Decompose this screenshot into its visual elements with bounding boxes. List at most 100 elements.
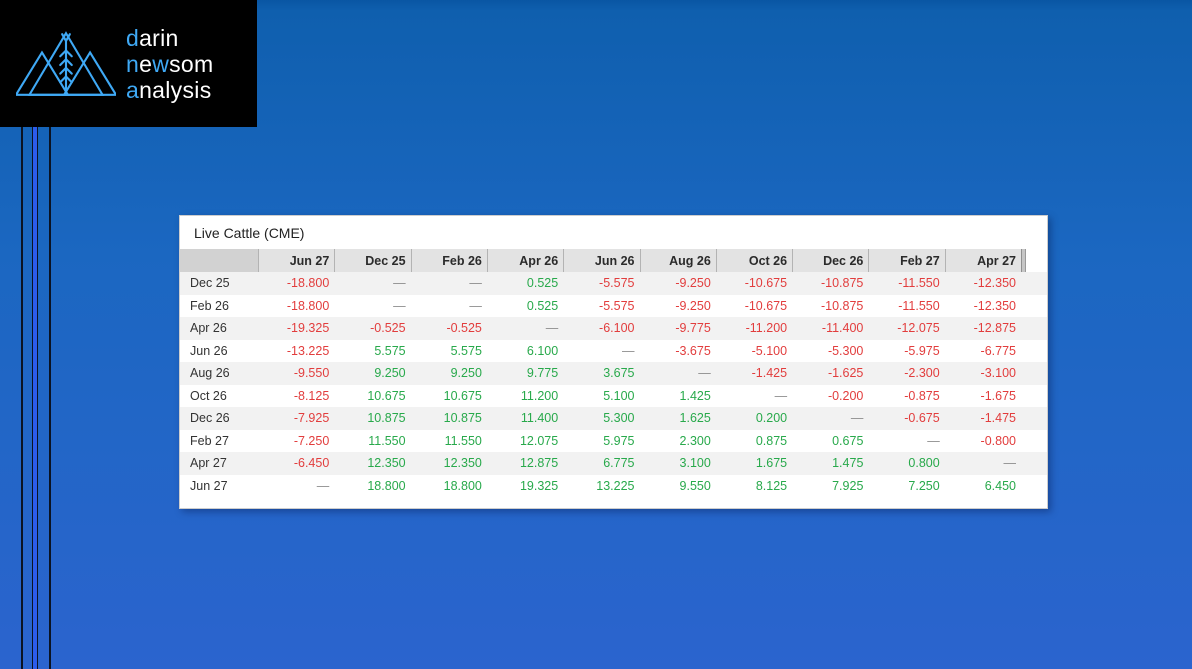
spread-value-cell[interactable]: -18.800: [286, 298, 330, 313]
row-label: Jun 27: [190, 478, 228, 493]
spread-value-cell[interactable]: 13.225: [596, 478, 635, 493]
spread-value-cell[interactable]: 12.875: [519, 456, 559, 471]
spread-value-cell[interactable]: -9.550: [293, 366, 330, 381]
row-filler: [1021, 317, 1047, 340]
spread-value-cell[interactable]: -5.100: [751, 343, 788, 358]
spread-value-cell[interactable]: 11.550: [368, 433, 406, 448]
spread-value-cell[interactable]: -7.925: [293, 411, 330, 426]
spread-value-cell[interactable]: -0.525: [446, 321, 482, 336]
spread-value-cell[interactable]: 5.975: [603, 433, 635, 448]
spread-value-cell[interactable]: -9.250: [675, 298, 711, 313]
spread-value-cell[interactable]: -9.775: [675, 321, 711, 336]
spread-value-cell[interactable]: -8.125: [293, 388, 330, 403]
spread-value-cell[interactable]: 18.800: [367, 478, 406, 493]
spread-value-cell[interactable]: 5.100: [603, 388, 635, 403]
table-row-aug-26: Aug 26 -9.550 9.250 9.250 9.775 3.675 — -1.425 -…: [180, 362, 1047, 385]
spread-value-cell[interactable]: -5.575: [599, 298, 635, 313]
spread-value-cell[interactable]: 12.350: [443, 456, 482, 471]
spread-value-cell[interactable]: 0.800: [908, 456, 940, 471]
brand-letters: e: [139, 50, 153, 77]
spread-value-cell[interactable]: -6.450: [293, 456, 330, 471]
spread-value-cell[interactable]: -11.400: [821, 321, 864, 336]
spread-value-cell[interactable]: 8.125: [755, 478, 788, 493]
spread-value-cell[interactable]: -1.675: [980, 388, 1016, 403]
spread-value-cell[interactable]: -12.350: [973, 276, 1016, 291]
spread-value-cell[interactable]: 12.350: [367, 456, 406, 471]
spread-value-cell[interactable]: 11.550: [444, 433, 482, 448]
spread-value-cell[interactable]: -5.300: [827, 343, 864, 358]
spread-value-cell[interactable]: 3.100: [679, 456, 711, 471]
spread-value-cell[interactable]: -9.250: [675, 276, 711, 291]
spread-value-cell[interactable]: 0.525: [526, 276, 559, 291]
spread-value-cell[interactable]: -18.800: [286, 276, 330, 291]
spread-value-cell[interactable]: -0.800: [980, 433, 1016, 448]
spread-value-cell[interactable]: 9.775: [526, 366, 559, 381]
spread-value-cell[interactable]: -12.875: [973, 321, 1016, 336]
spread-value-cell[interactable]: -11.550: [898, 298, 940, 313]
spread-value-cell[interactable]: 0.875: [755, 433, 788, 448]
spread-value-cell[interactable]: -3.100: [980, 366, 1016, 381]
spread-value-cell[interactable]: 11.200: [520, 388, 559, 403]
spread-value-cell: —: [393, 276, 406, 291]
spread-value-cell[interactable]: 0.525: [526, 298, 559, 313]
spread-value-cell[interactable]: -10.875: [820, 276, 864, 291]
spread-value-cell[interactable]: -6.775: [980, 343, 1016, 358]
spread-value-cell[interactable]: 2.300: [679, 433, 711, 448]
spread-value-cell[interactable]: -7.250: [293, 433, 330, 448]
spread-value-cell[interactable]: 1.475: [832, 456, 864, 471]
spread-value-cell[interactable]: 6.775: [603, 456, 635, 471]
spread-value-cell[interactable]: 9.250: [374, 366, 406, 381]
spread-value-cell[interactable]: 6.100: [526, 343, 559, 358]
row-filler: [1021, 362, 1047, 385]
spread-value-cell[interactable]: 7.250: [908, 478, 940, 493]
spread-value-cell[interactable]: -11.200: [745, 321, 788, 336]
spread-value-cell[interactable]: 6.450: [984, 478, 1016, 493]
spread-value-cell[interactable]: 7.925: [832, 478, 864, 493]
spread-value-cell[interactable]: 1.425: [679, 388, 711, 403]
spread-value-cell[interactable]: 10.675: [443, 388, 482, 403]
bg-vertical-line-accent: [32, 127, 38, 669]
header-filler: [1021, 249, 1047, 272]
spread-value-cell[interactable]: -12.350: [973, 298, 1016, 313]
spread-value-cell[interactable]: 0.675: [832, 433, 864, 448]
spread-value-cell[interactable]: 1.675: [755, 456, 788, 471]
table-corner-cell: [180, 249, 258, 272]
spread-value-cell[interactable]: 9.550: [679, 478, 711, 493]
spread-value-cell[interactable]: 10.875: [367, 411, 406, 426]
spread-value-cell[interactable]: -0.875: [904, 388, 940, 403]
spread-value-cell[interactable]: -1.425: [751, 366, 788, 381]
row-label: Jun 26: [190, 343, 228, 358]
spread-value-cell[interactable]: 9.250: [450, 366, 482, 381]
spread-value-cell[interactable]: 1.625: [679, 411, 711, 426]
spread-value-cell[interactable]: 18.800: [443, 478, 482, 493]
spread-value-cell[interactable]: 12.075: [519, 433, 559, 448]
spread-value-cell[interactable]: -5.975: [904, 343, 940, 358]
spread-value-cell[interactable]: -19.325: [286, 321, 330, 336]
spread-value-cell[interactable]: 5.575: [450, 343, 482, 358]
spread-value-cell[interactable]: -3.675: [675, 343, 711, 358]
spread-value-cell[interactable]: 11.400: [520, 411, 559, 426]
spread-value-cell: —: [850, 411, 864, 426]
spread-value-cell[interactable]: -13.225: [286, 343, 330, 358]
spread-value-cell[interactable]: -11.550: [898, 276, 940, 291]
spread-value-cell[interactable]: -0.200: [827, 388, 864, 403]
spread-value-cell[interactable]: -6.100: [599, 321, 635, 336]
spread-value-cell[interactable]: -10.875: [820, 298, 864, 313]
spread-value-cell[interactable]: 0.200: [755, 411, 788, 426]
spread-value-cell[interactable]: 3.675: [603, 366, 635, 381]
spread-value-cell[interactable]: -10.675: [744, 298, 788, 313]
spread-value-cell[interactable]: -10.675: [744, 276, 788, 291]
spread-value-cell[interactable]: -2.300: [904, 366, 940, 381]
spread-value-cell[interactable]: 19.325: [519, 478, 559, 493]
spread-value-cell[interactable]: -1.475: [980, 411, 1016, 426]
spread-value-cell[interactable]: 10.675: [367, 388, 406, 403]
spread-value-cell[interactable]: -12.075: [897, 321, 940, 336]
spread-value-cell[interactable]: -0.675: [904, 411, 940, 426]
row-label: Apr 26: [190, 321, 227, 336]
spread-value-cell[interactable]: 10.875: [443, 411, 482, 426]
spread-value-cell[interactable]: -5.575: [599, 276, 635, 291]
spread-value-cell[interactable]: -0.525: [370, 321, 406, 336]
spread-value-cell[interactable]: 5.575: [374, 343, 406, 358]
spread-value-cell[interactable]: -1.625: [827, 366, 864, 381]
spread-value-cell[interactable]: 5.300: [603, 411, 635, 426]
